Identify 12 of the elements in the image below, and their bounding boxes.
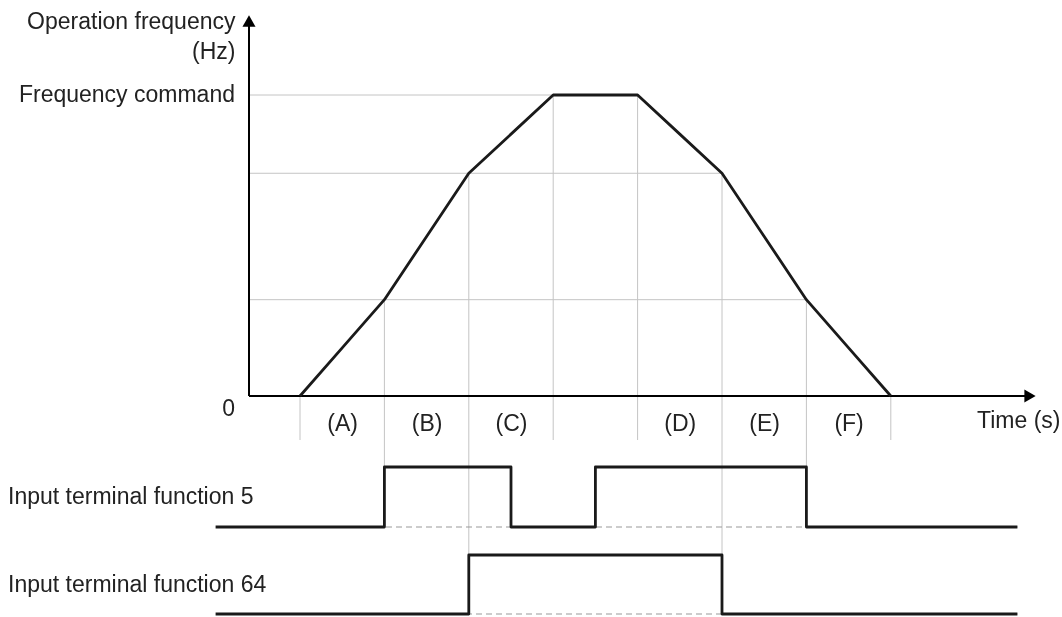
x-tick-label: (A) xyxy=(327,409,359,436)
x-tick-label: (F) xyxy=(834,409,864,436)
x-axis-title: Time (s) xyxy=(977,406,1061,433)
ref-line-label: Frequency command xyxy=(18,81,235,107)
y-axis-title: Operation frequency (Hz) xyxy=(27,7,236,64)
series-label: Input terminal function 5 xyxy=(8,483,254,509)
series-label: Input terminal function 64 xyxy=(8,570,267,597)
text: 0 xyxy=(222,395,235,421)
x-tick-label: (C) xyxy=(495,409,528,436)
x-tick-label: (D) xyxy=(664,409,697,436)
x-tick-label: (B) xyxy=(411,409,443,436)
x-tick-label: (E) xyxy=(749,409,781,436)
